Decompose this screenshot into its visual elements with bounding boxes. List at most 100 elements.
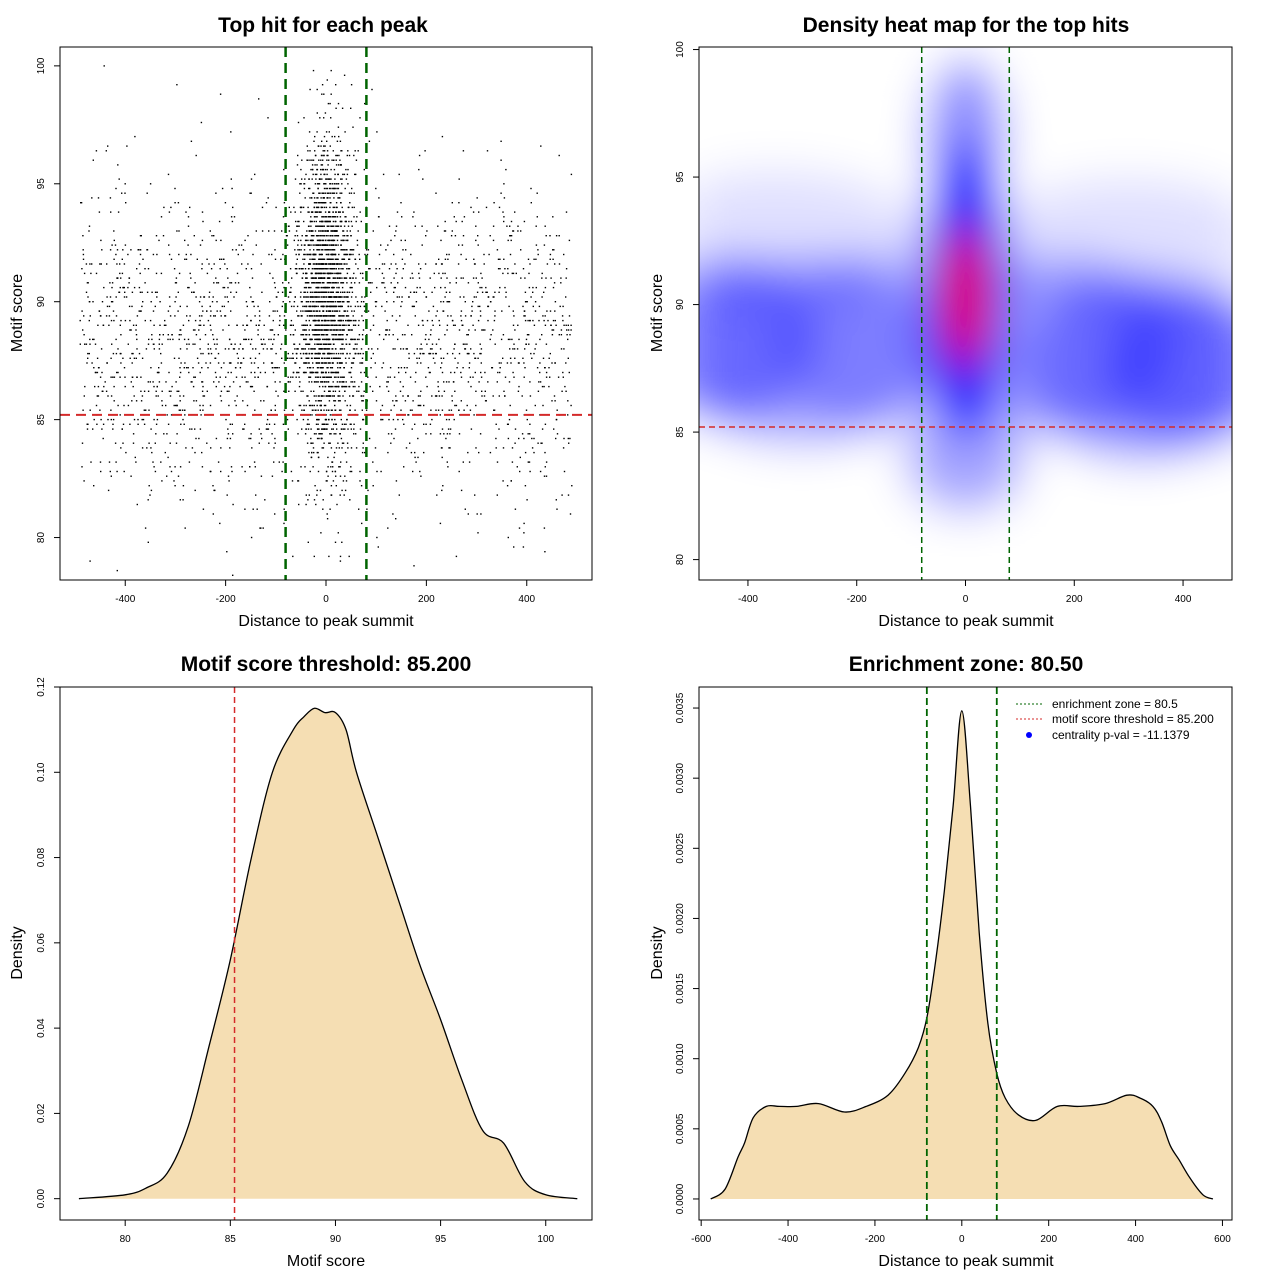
data-point: [322, 249, 324, 251]
data-point: [336, 154, 338, 157]
data-point: [400, 409, 402, 411]
data-point: [316, 357, 319, 359]
data-point: [323, 381, 325, 383]
data-point: [492, 239, 495, 242]
data-point: [110, 211, 112, 213]
data-point: [432, 357, 435, 359]
data-point: [327, 258, 330, 260]
data-point: [362, 442, 364, 444]
data-point: [330, 433, 332, 435]
data-point: [328, 371, 330, 374]
data-point: [298, 376, 300, 378]
data-point: [360, 485, 363, 487]
data-point: [523, 437, 525, 440]
data-point: [332, 187, 335, 190]
data-point: [192, 343, 194, 345]
data-point: [94, 343, 97, 345]
data-point: [302, 272, 304, 275]
data-point: [481, 395, 483, 397]
data-point: [352, 362, 355, 364]
data-point: [308, 253, 310, 256]
data-point: [381, 367, 383, 369]
data-point: [324, 376, 326, 378]
data-point: [312, 277, 314, 279]
data-point: [230, 216, 233, 218]
data-point: [524, 367, 526, 369]
data-point: [323, 423, 325, 425]
data-point: [95, 272, 98, 275]
data-point: [458, 470, 460, 473]
data-point: [110, 376, 112, 378]
data-point: [312, 192, 314, 194]
data-point: [321, 319, 323, 322]
data-point: [334, 277, 337, 279]
data-point: [330, 395, 332, 397]
data-point: [325, 423, 327, 425]
data-point: [349, 253, 351, 256]
data-point: [81, 268, 83, 270]
data-point: [131, 400, 133, 402]
data-point: [509, 357, 512, 359]
data-point: [334, 305, 336, 308]
data-point: [180, 334, 182, 336]
data-point: [329, 508, 331, 510]
data-point: [340, 338, 342, 341]
data-point: [323, 357, 325, 359]
data-point: [454, 390, 456, 392]
data-point: [365, 249, 368, 251]
data-point: [342, 315, 344, 317]
data-point: [322, 305, 324, 308]
data-point: [207, 343, 209, 345]
data-point: [176, 390, 178, 392]
data-point: [309, 258, 311, 260]
data-point: [413, 291, 415, 293]
data-point: [320, 253, 323, 256]
data-point: [334, 334, 336, 336]
data-point: [343, 263, 345, 265]
data-point: [443, 390, 446, 392]
data-point: [336, 381, 339, 383]
data-point: [343, 173, 346, 176]
data-point: [438, 338, 440, 341]
data-point: [310, 404, 312, 407]
data-point: [328, 268, 330, 270]
data-point: [124, 244, 127, 246]
data-point: [101, 249, 103, 251]
data-point: [566, 329, 568, 331]
data-point: [389, 376, 391, 378]
data-point: [90, 461, 92, 463]
data-point: [337, 395, 339, 397]
density-line: [78, 707, 578, 1200]
data-point: [475, 390, 477, 392]
data-point: [345, 220, 347, 223]
data-point: [484, 400, 487, 402]
data-point: [496, 381, 498, 383]
data-point: [525, 409, 528, 411]
data-point: [333, 239, 336, 242]
data-point: [98, 211, 101, 213]
data-point: [343, 249, 346, 251]
data-point: [302, 305, 304, 308]
data-point: [150, 489, 153, 492]
data-point: [316, 225, 319, 227]
data-point: [354, 338, 356, 341]
data-point: [332, 348, 334, 350]
data-point: [513, 546, 515, 548]
data-point: [324, 381, 326, 383]
data-point: [530, 187, 532, 190]
data-point: [464, 301, 466, 303]
data-point: [343, 381, 345, 383]
data-point: [120, 362, 122, 364]
data-point: [349, 277, 351, 279]
data-point: [495, 437, 497, 440]
data-point: [159, 334, 161, 336]
data-point: [251, 277, 254, 279]
data-point: [97, 395, 100, 397]
data-point: [308, 400, 310, 402]
data-point: [235, 404, 237, 407]
data-point: [148, 338, 150, 341]
data-point: [454, 343, 456, 345]
data-point: [417, 404, 419, 407]
data-point: [306, 230, 308, 232]
data-point: [330, 352, 332, 355]
